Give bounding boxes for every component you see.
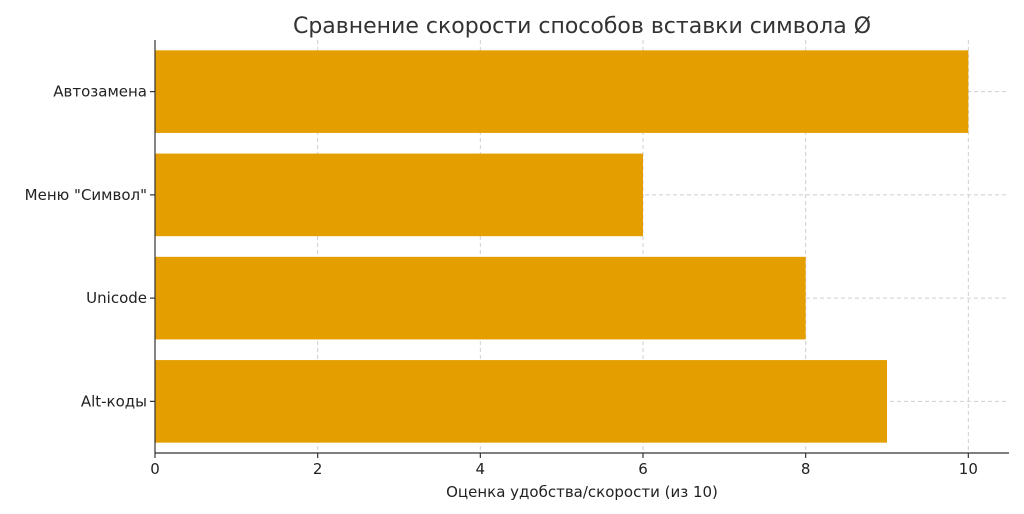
y-tick-label: Меню "Символ"	[25, 186, 147, 204]
bar	[155, 153, 643, 237]
x-tick-label: 0	[150, 460, 160, 478]
x-tick-label: 4	[476, 460, 486, 478]
x-tick-label: 2	[313, 460, 323, 478]
bars-layer	[155, 50, 969, 443]
x-tick-label: 10	[959, 460, 978, 478]
x-tick-label: 8	[801, 460, 811, 478]
bar	[155, 360, 887, 443]
labels-layer: 0 2 4 6 8 10 Автозамена Меню "Символ" Unicode Alt…	[25, 83, 978, 478]
x-tick-label: 6	[638, 460, 648, 478]
chart-title: Сравнение скорости способов вставки симв…	[293, 14, 871, 39]
y-tick-label: Unicode	[86, 289, 147, 307]
x-axis-label: Оценка удобства/скорости (из 10)	[446, 483, 718, 501]
y-tick-label: Alt-коды	[81, 392, 147, 410]
axes-layer	[150, 40, 1009, 458]
bar	[155, 256, 806, 340]
bar	[155, 50, 969, 133]
y-tick-label: Автозамена	[53, 83, 147, 101]
